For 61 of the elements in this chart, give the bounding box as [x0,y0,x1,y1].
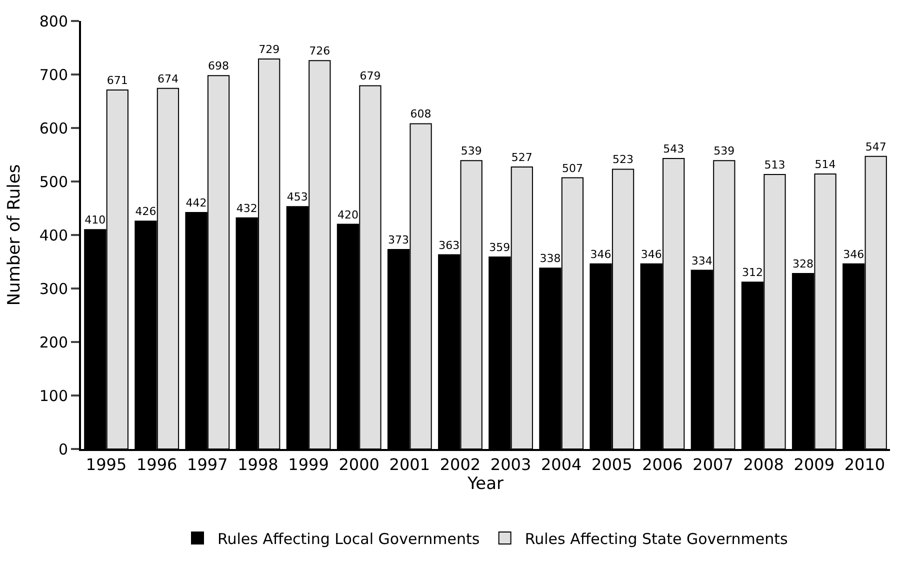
x-tick-label: 2006 [642,455,683,474]
data-label: 359 [489,240,510,254]
data-label: 346 [590,248,612,261]
y-tick-label: 100 [39,386,68,405]
data-label: 729 [258,42,280,56]
x-tick-label: 1998 [238,455,278,474]
data-label: 671 [106,74,128,88]
data-label: 507 [562,162,583,175]
y-axis-title: Number of Rules [4,164,24,306]
y-tick-label: 500 [39,172,68,191]
data-label: 679 [360,70,381,83]
data-label: 453 [286,190,308,204]
data-label: 539 [714,144,735,158]
y-tick-label: 300 [39,280,68,298]
data-label: 420 [337,208,358,222]
data-label: 373 [388,233,410,246]
x-tick-label: 2002 [440,455,481,474]
data-label: 539 [460,144,482,158]
y-tick-label: 800 [39,12,68,30]
data-label: 698 [208,60,230,73]
data-label: 543 [663,142,684,156]
x-tick-label: 2010 [844,455,886,474]
data-label: 363 [438,238,460,252]
data-label: 312 [742,266,763,280]
x-tick-label: 2003 [490,455,532,474]
y-tick-label: 700 [39,66,68,84]
data-label: 608 [410,108,432,121]
data-label: 527 [511,151,532,164]
data-label: 426 [135,205,156,218]
data-label: 726 [309,44,330,58]
data-label: 432 [236,202,258,215]
x-tick-label: 2009 [794,455,835,474]
x-tick-label: 2004 [540,455,582,474]
data-label: 442 [186,196,207,210]
y-tick-label: 0 [58,440,68,458]
x-tick-label: 2001 [389,455,430,474]
y-tick-label: 200 [39,333,68,352]
data-label: 346 [640,248,662,261]
data-label: 334 [691,254,712,268]
data-label: 514 [814,158,836,172]
x-tick-label: 2000 [338,455,380,474]
x-tick-label: 1996 [136,455,178,474]
legend-label: Rules Affecting Local Governments [218,530,480,548]
data-label: 674 [157,72,178,86]
data-label: 338 [540,252,561,266]
data-label: 523 [612,153,634,166]
x-tick-label: 2007 [692,455,734,474]
y-tick-label: 600 [39,119,68,138]
x-tick-label: 1997 [187,455,228,474]
x-tick-label: 1999 [288,455,329,474]
x-tick-label: 1995 [86,455,127,474]
legend-label: Rules Affecting State Governments [524,530,788,548]
data-label: 346 [843,248,864,261]
x-tick-label: 2008 [743,455,784,474]
x-axis-title: Year [466,474,504,494]
data-label: 328 [792,258,814,271]
data-label: 547 [865,140,886,154]
y-tick-label: 400 [39,226,68,244]
data-label: 513 [764,158,786,172]
x-tick-label: 2005 [592,455,632,474]
data-label: 410 [84,214,106,227]
